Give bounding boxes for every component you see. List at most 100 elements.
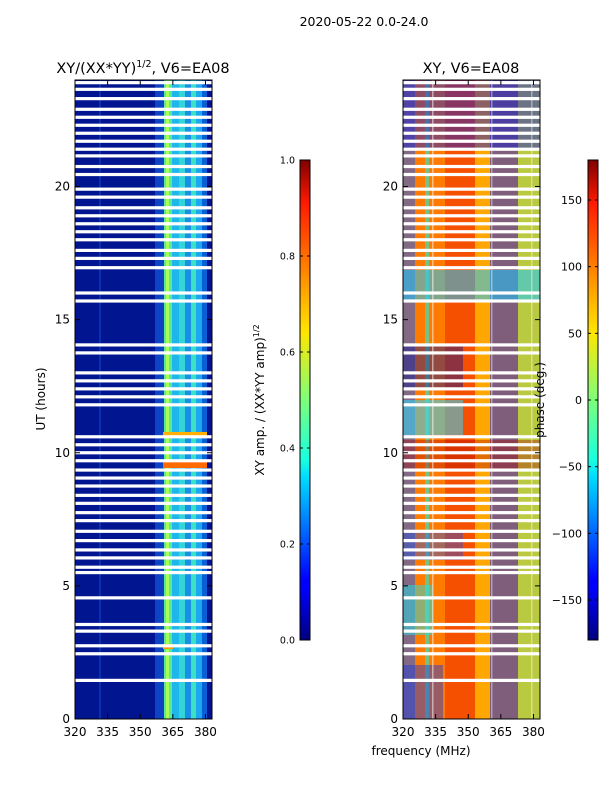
phase-flag-gap xyxy=(403,222,540,226)
phase-xtick-label: 320 xyxy=(392,725,415,739)
amplitude-rfi-burst-2 xyxy=(163,462,207,468)
phase-xtick-label: 365 xyxy=(489,725,512,739)
phase-flag-gap xyxy=(403,115,540,119)
amplitude-rfi-band-6 xyxy=(196,80,202,719)
amplitude-flag-gap xyxy=(75,115,212,119)
amplitude-flag-gap xyxy=(75,443,212,447)
amplitude-flag-gaps xyxy=(75,81,212,682)
phase-flag-gap xyxy=(403,556,540,560)
phase-flag-gap xyxy=(403,97,540,101)
amplitude-colorbar-gradient xyxy=(299,159,311,641)
phase-flag-gap xyxy=(403,484,540,488)
phase-col-red xyxy=(445,80,475,719)
amplitude-ytick-label: 5 xyxy=(62,579,70,593)
phase-ytick-label: 5 xyxy=(390,579,398,593)
phase-flag-gap xyxy=(403,266,540,270)
phase-flag-gap xyxy=(403,443,540,447)
amplitude-panel: XY/(XX*YY)1/2, V6=EA08 320 335 350 365 380 0… xyxy=(34,59,230,739)
phase-flag-gap xyxy=(403,107,540,111)
amplitude-rfi-band-2 xyxy=(172,80,179,719)
amplitude-title-tail: , V6=EA08 xyxy=(152,61,230,77)
amplitude-flag-gap xyxy=(75,222,212,226)
phase-flag-gap xyxy=(403,238,540,242)
phase-colorbar-label: phase (deg.) xyxy=(533,362,547,438)
phase-col-blue-right xyxy=(490,80,518,719)
amplitude-flag-gap xyxy=(75,570,212,575)
amplitude-colorbar-tick-label: 0.4 xyxy=(280,444,295,455)
amplitude-flag-gap xyxy=(75,214,212,218)
phase-flag-gap xyxy=(403,187,540,191)
phase-flag-gap xyxy=(403,379,540,383)
phase-block-cyan-3 xyxy=(403,585,433,635)
phase-flag-gap xyxy=(403,387,540,391)
amplitude-flag-gap xyxy=(75,596,212,600)
phase-flag-gap xyxy=(403,476,540,480)
amplitude-ytick-label: 15 xyxy=(55,313,70,327)
phase-xtick-label: 380 xyxy=(522,725,545,739)
phase-flag-gap xyxy=(403,206,540,210)
phase-flag-gap xyxy=(403,123,540,127)
amplitude-flag-gap xyxy=(75,131,212,135)
amplitude-flag-gap xyxy=(75,493,212,497)
phase-flag-gap xyxy=(403,291,540,295)
phase-flag-gap xyxy=(403,81,540,85)
amplitude-title: XY/(XX*YY)1/2, V6=EA08 xyxy=(56,59,229,77)
phase-block-cyan-1 xyxy=(403,270,540,300)
amplitude-flag-gap xyxy=(75,248,212,252)
phase-flag-gap xyxy=(403,172,540,177)
phase-flag-gap xyxy=(403,678,540,682)
phase-xlabel: frequency (MHz) xyxy=(371,744,470,758)
phase-flag-gap xyxy=(403,501,540,505)
amplitude-flag-gap xyxy=(75,206,212,210)
amplitude-x-axis: 320 335 350 365 380 xyxy=(64,80,217,739)
phase-flag-gap xyxy=(403,435,540,439)
phase-ytick-label: 10 xyxy=(383,446,398,460)
amplitude-title-main: XY/(XX*YY) xyxy=(56,61,136,77)
phase-flag-gap xyxy=(403,195,540,199)
amplitude-flag-gap xyxy=(75,351,212,355)
phase-x-axis: 320 335 350 365 380 xyxy=(392,80,545,739)
amplitude-flag-gap xyxy=(75,299,212,303)
amplitude-flag-gap xyxy=(75,678,212,682)
phase-flag-gap xyxy=(403,371,540,375)
amplitude-flag-gap xyxy=(75,172,212,177)
amplitude-colorbar-tick-label: 1.0 xyxy=(280,156,295,167)
phase-colorbar-tick-label: 100 xyxy=(561,261,582,274)
amplitude-rfi-band-3 xyxy=(179,80,185,719)
phase-flag-gap xyxy=(403,629,540,633)
phase-flag-gap xyxy=(403,519,540,523)
phase-heatmap xyxy=(403,80,540,719)
amplitude-xtick-label: 320 xyxy=(64,725,87,739)
phase-flag-gap xyxy=(403,154,540,158)
phase-line-1 xyxy=(432,80,434,719)
amplitude-xtick-label: 365 xyxy=(161,725,184,739)
phase-flag-gap xyxy=(403,622,540,627)
amplitude-rfi-band-7 xyxy=(202,80,207,719)
amplitude-flag-gap xyxy=(75,195,212,199)
amplitude-flag-gap xyxy=(75,468,212,472)
phase-flag-gap xyxy=(403,468,540,472)
amplitude-flag-gap xyxy=(75,387,212,391)
phase-ytick-label: 0 xyxy=(390,712,398,726)
phase-colorbar-ticks: 150 100 50 0 −50 −100 −150 xyxy=(552,194,598,607)
amplitude-colorbar-tick-label: 0.6 xyxy=(280,348,295,359)
amplitude-flag-gap xyxy=(75,519,212,523)
amplitude-ytick-label: 0 xyxy=(62,712,70,726)
phase-colorbar-tick-label: −100 xyxy=(552,527,582,540)
amplitude-xtick-label: 350 xyxy=(129,725,152,739)
phase-col-cyan-center xyxy=(425,80,429,719)
amplitude-rfi-stripe-1 xyxy=(166,80,169,719)
amplitude-flag-gap xyxy=(75,343,212,347)
phase-panel: XY, V6=EA08 320 335 350 365 380 0 xyxy=(371,61,544,758)
amplitude-flag-gap xyxy=(75,230,212,234)
amplitude-flag-gap xyxy=(75,147,212,151)
amplitude-rfi-burst-1 xyxy=(163,432,207,438)
phase-ytick-label: 20 xyxy=(383,180,398,194)
phase-flag-gap xyxy=(403,529,540,533)
amplitude-flag-gap xyxy=(75,629,212,633)
amplitude-ylabel: UT (hours) xyxy=(34,367,48,430)
amplitude-flag-gap xyxy=(75,81,212,85)
amplitude-flag-gap xyxy=(75,644,212,648)
amplitude-flag-gap xyxy=(75,451,212,455)
